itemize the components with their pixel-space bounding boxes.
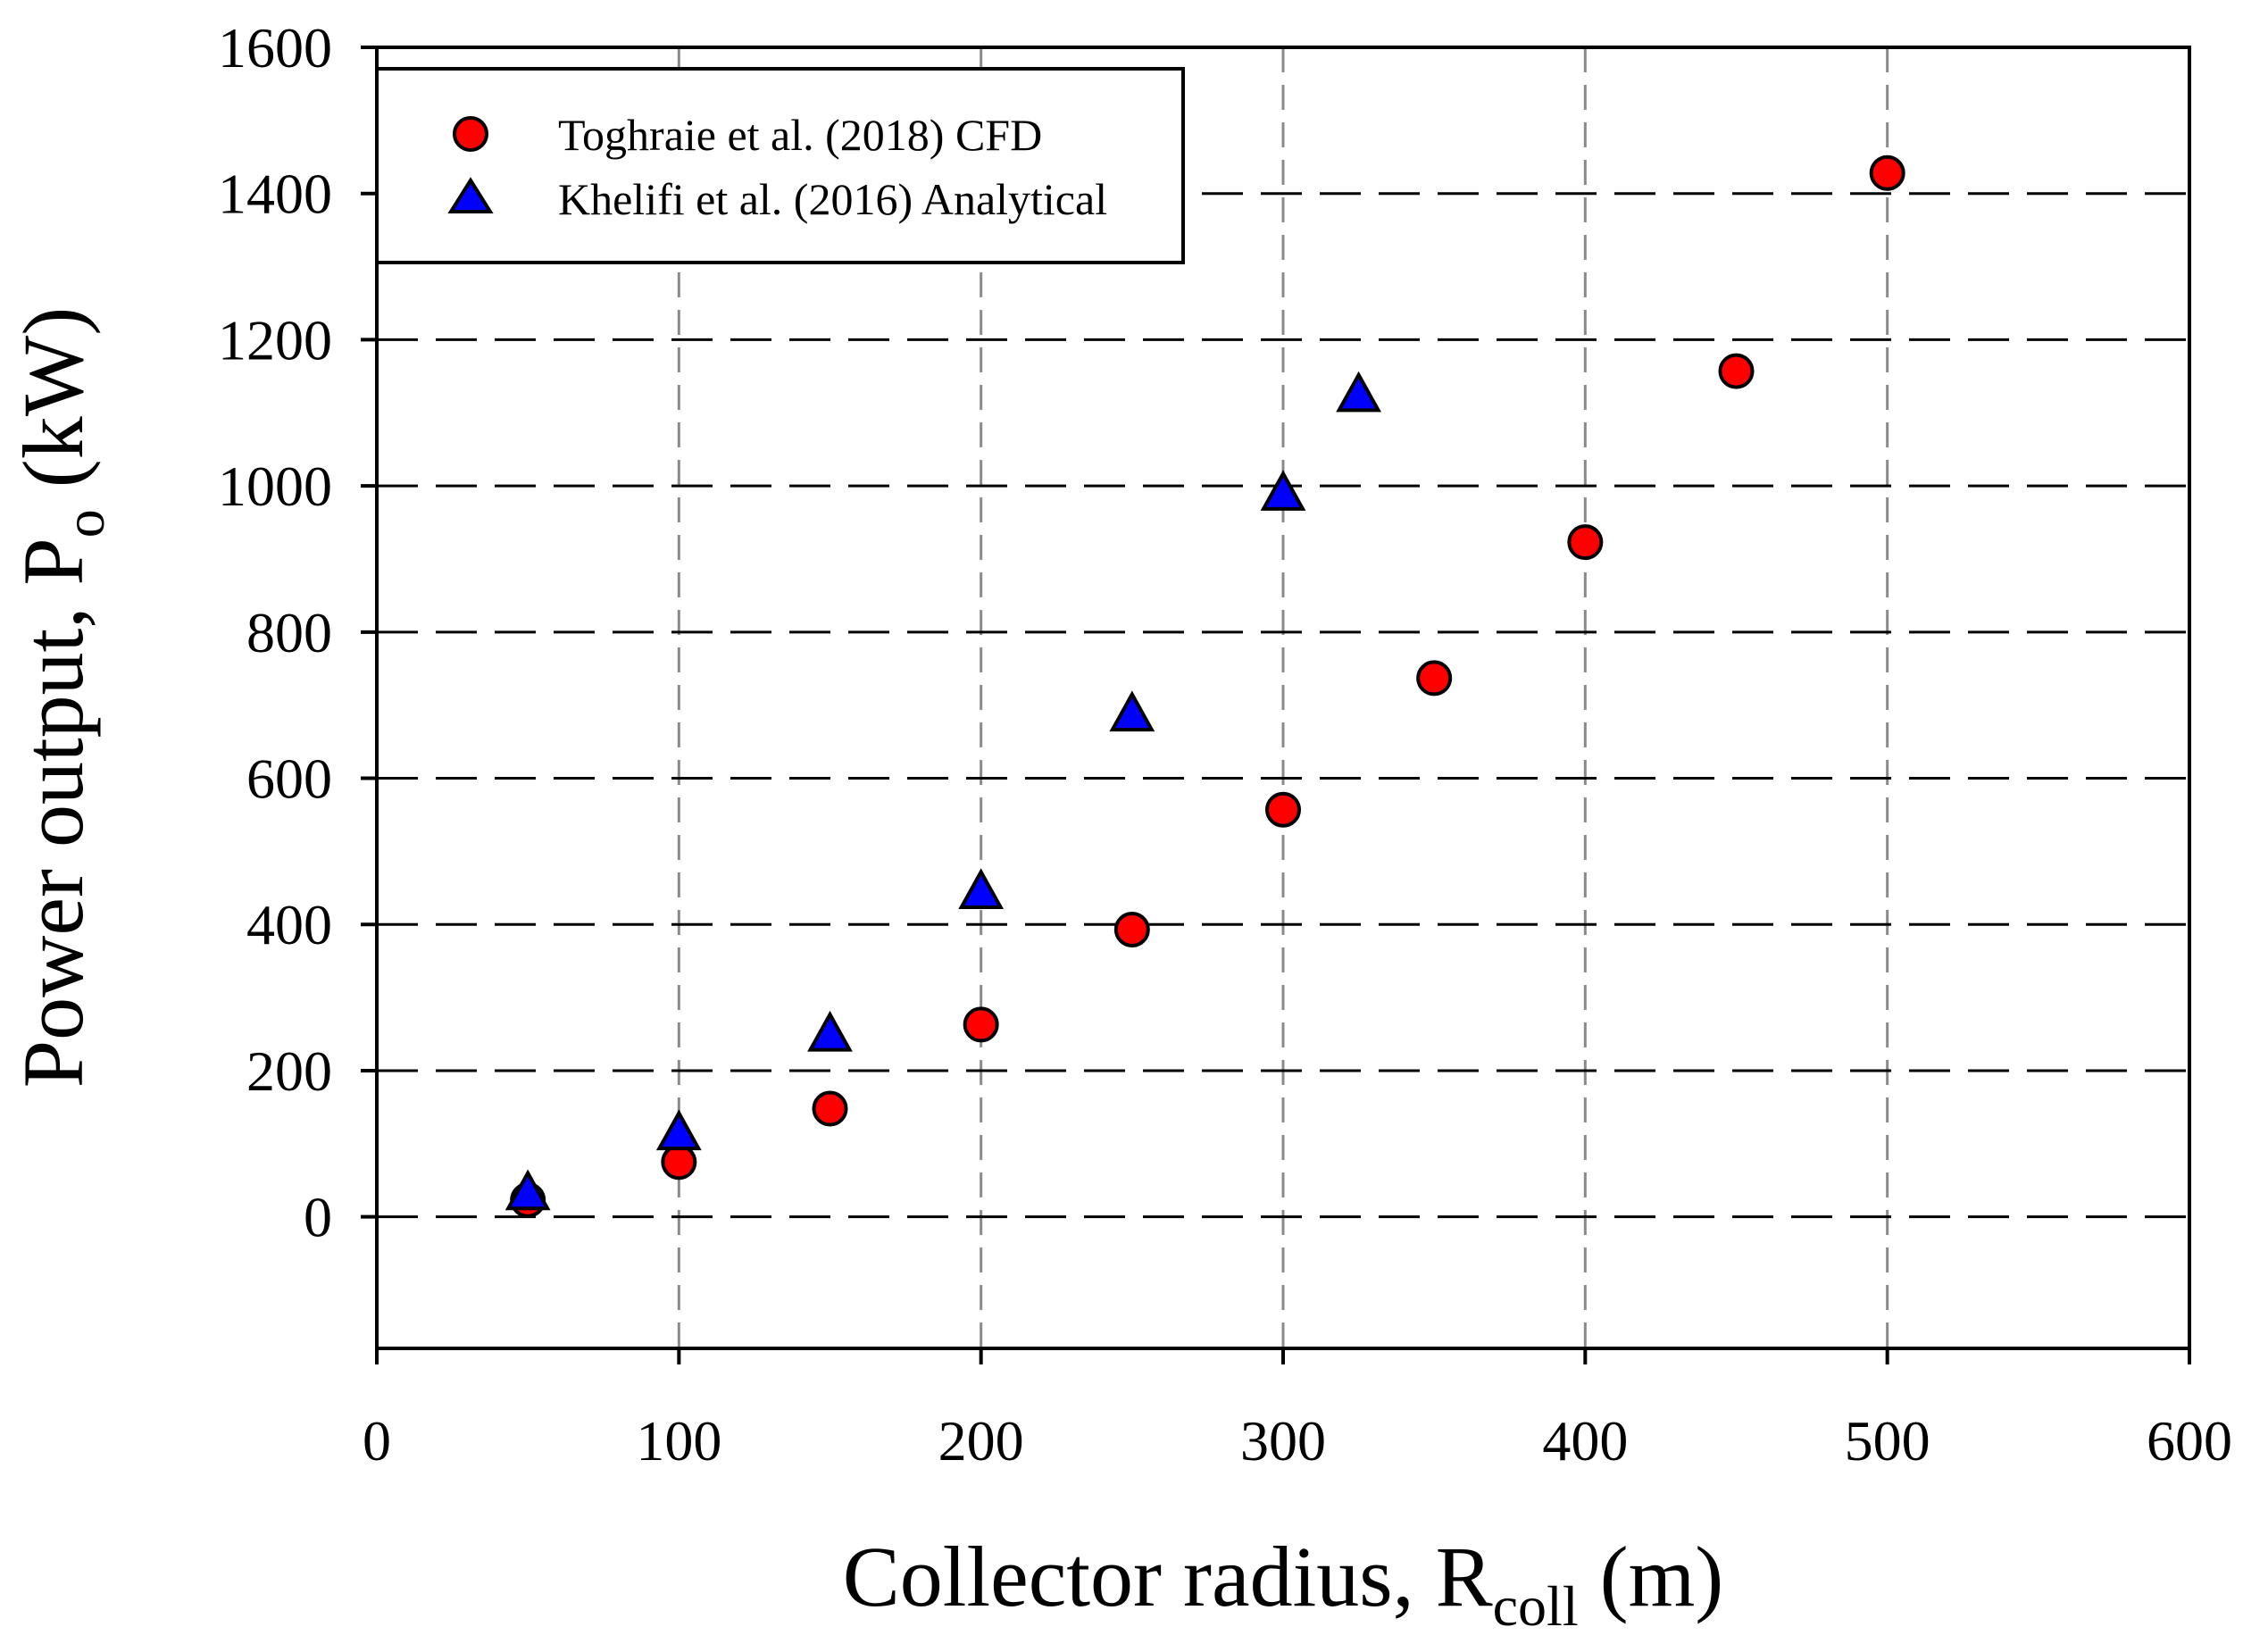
x-tick-label: 600 [2147,1409,2232,1473]
y-tick-label: 400 [246,893,332,956]
y-tick-label: 1400 [218,163,332,226]
data-point-toghraie [1718,353,1755,389]
y-axis-title-subscript: o [53,509,116,538]
x-tick-label: 400 [1542,1409,1628,1473]
data-point-khelifi [1260,470,1306,511]
legend-marker-khelifi [447,177,494,213]
y-tick-label: 0 [304,1186,332,1249]
x-tick-label: 300 [1240,1409,1326,1473]
data-point-khelifi [1109,690,1155,732]
y-tick-label: 600 [246,747,332,811]
y-tick-label: 800 [246,601,332,664]
x-tick-labels: 0 100 200 300 400 500 600 [363,1409,2232,1473]
data-point-khelifi [655,1109,702,1151]
y-axis-title-unit: (kW) [5,307,101,488]
legend-label-khelifi: Khelifi et al. (2016) Analytical [558,174,1107,224]
y-tick-label: 1000 [218,455,332,518]
data-point-toghraie [1869,154,1905,191]
y-tick-label: 200 [246,1039,332,1103]
x-tick-label: 500 [1845,1409,1930,1473]
x-tick-label: 200 [938,1409,1024,1473]
legend-marker-toghraie [453,116,488,152]
legend-box [375,67,1185,264]
x-tick-label: 100 [636,1409,721,1473]
data-point-toghraie [661,1144,697,1181]
data-point-toghraie [1567,524,1604,561]
grid-lines [377,47,2189,1348]
x-axis-title: Collector radius, Rcoll (m) [843,1529,1723,1638]
y-tick-label: 1200 [218,308,332,371]
data-point-toghraie [963,1006,999,1043]
legend-label-toghraie: Toghraie et al. (2018) CFD [558,110,1042,160]
x-axis-title-unit: (m) [1600,1529,1724,1624]
y-tick-labels: 0 200 400 600 800 1000 1200 1400 1600 [218,16,332,1249]
data-point-khelifi [1336,371,1381,413]
y-axis-title: Power output, Po (kW) [5,307,116,1089]
data-point-toghraie [1265,791,1301,828]
y-tick-label: 1600 [218,16,332,79]
data-point-toghraie [1113,911,1150,947]
data-markers [504,154,1905,1218]
y-axis-title-main: Power output, P [5,538,101,1088]
x-axis-title-subscript: coll [1493,1574,1579,1638]
axis-ticks [361,46,2191,1364]
data-point-khelifi [958,868,1005,910]
x-tick-label: 0 [363,1409,391,1473]
data-point-toghraie [812,1090,848,1127]
data-point-toghraie [1416,660,1453,697]
data-point-khelifi [807,1010,853,1052]
legend: Toghraie et al. (2018) CFD Khelifi et al… [375,67,1185,264]
data-point-khelifi [504,1169,551,1211]
x-axis-title-main: Collector radius, R [843,1529,1493,1624]
